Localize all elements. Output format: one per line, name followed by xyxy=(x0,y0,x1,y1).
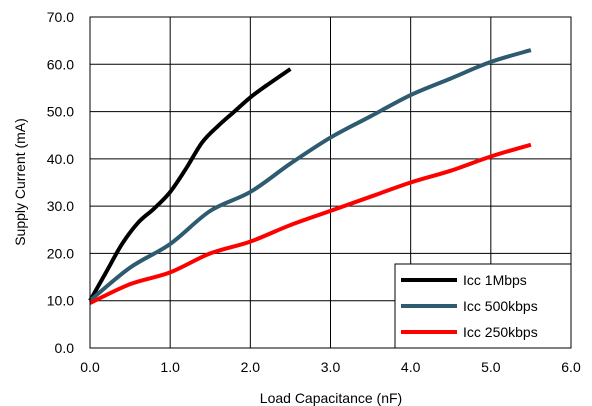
x-tick-label: 5.0 xyxy=(481,359,501,375)
y-tick-label: 40.0 xyxy=(47,151,74,167)
y-tick-label: 20.0 xyxy=(47,245,74,261)
legend-label: Icc 1Mbps xyxy=(463,272,527,288)
series-line-1 xyxy=(88,67,292,302)
y-tick-label: 60.0 xyxy=(47,56,74,72)
x-tick-label: 2.0 xyxy=(241,359,261,375)
x-axis-title: Load Capacitance (nF) xyxy=(260,390,402,406)
x-tick-label: 3.0 xyxy=(321,359,341,375)
x-tick-label: 0.0 xyxy=(80,359,100,375)
x-tick-labels: 0.0 1.0 2.0 3.0 4.0 5.0 6.0 xyxy=(80,359,581,375)
y-axis-title: Supply Current (mA) xyxy=(12,118,28,246)
series-line-3 xyxy=(89,142,532,305)
legend-label: Icc 500kbps xyxy=(463,298,538,314)
legend: Icc 1Mbps Icc 500kbps Icc 250kbps xyxy=(394,263,572,349)
y-tick-label: 0.0 xyxy=(55,340,75,356)
x-tick-label: 6.0 xyxy=(561,359,581,375)
series-lines xyxy=(88,48,532,305)
y-tick-label: 10.0 xyxy=(47,293,74,309)
x-tick-label: 4.0 xyxy=(401,359,421,375)
plot-frame xyxy=(89,16,572,349)
y-tick-label: 70.0 xyxy=(47,9,74,25)
y-tick-label: 50.0 xyxy=(47,104,74,120)
x-tick-label: 1.0 xyxy=(160,359,180,375)
y-tick-label: 30.0 xyxy=(47,198,74,214)
legend-label: Icc 250kbps xyxy=(463,324,538,340)
series-line-2 xyxy=(88,48,532,303)
y-tick-labels: 0.0 10.0 20.0 30.0 40.0 50.0 60.0 70.0 xyxy=(47,9,74,356)
